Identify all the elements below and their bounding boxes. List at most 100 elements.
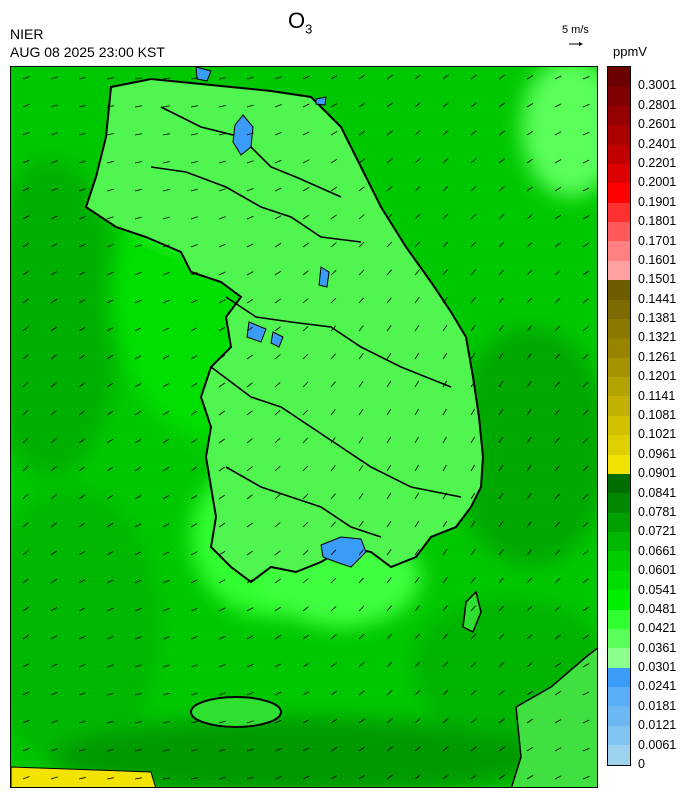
wind-arrow-icon [218, 382, 226, 388]
legend-label: 0.1501 [638, 272, 677, 287]
wind-arrow-icon [22, 298, 29, 304]
wind-arrow-icon [162, 299, 170, 304]
japan-coast [510, 647, 597, 787]
wind-arrow-icon [554, 409, 560, 416]
wind-arrow-icon [302, 493, 309, 500]
wind-arrow-icon [106, 216, 114, 220]
legend-label: 0.1441 [638, 291, 677, 306]
wind-arrow-icon [554, 437, 560, 444]
wind-arrow-icon [218, 327, 226, 332]
wind-arrow-icon [50, 466, 57, 472]
wind-arrow-icon [134, 749, 142, 752]
wind-arrow-icon [162, 579, 170, 584]
wind-arrow-icon [386, 436, 392, 444]
wind-arrow-icon [442, 74, 449, 80]
wind-arrow-icon [386, 605, 392, 612]
wind-arrow-icon [162, 608, 170, 612]
wind-arrow-icon [78, 438, 85, 444]
wind-arrow-icon [582, 634, 590, 640]
wind-arrow-icon [498, 408, 504, 416]
wind-arrow-icon [134, 777, 142, 780]
wind-arrow-icon [358, 186, 365, 192]
wind-arrow-icon [358, 633, 365, 640]
wind-arrow-icon [78, 776, 86, 780]
wind-arrow-icon [498, 353, 504, 360]
east-island [462, 590, 482, 634]
wind-arrow-icon [414, 746, 421, 752]
wind-arrow-icon [162, 355, 170, 360]
wind-arrow-icon [582, 103, 590, 108]
legend-label: 0.1021 [638, 427, 677, 442]
wind-arrow-icon [498, 158, 505, 164]
wind-arrow-icon [78, 160, 86, 164]
wind-arrow-icon [386, 297, 392, 304]
wind-arrow-icon [50, 494, 57, 500]
legend-swatch [608, 260, 630, 281]
wind-arrow-icon [442, 633, 448, 640]
wind-arrow-icon [22, 465, 29, 472]
wind-arrow-icon [50, 382, 57, 388]
legend-swatch [608, 377, 630, 397]
wind-arrow-icon [22, 76, 30, 80]
wind-arrow-icon [498, 492, 504, 500]
wind-arrow-icon [526, 465, 532, 472]
wind-arrow-icon [162, 636, 170, 640]
legend-swatch [608, 202, 630, 222]
wind-arrow-icon [554, 131, 562, 136]
wind-arrow-icon [302, 326, 309, 332]
wind-arrow-icon [330, 75, 338, 80]
wind-arrow-icon [190, 494, 198, 500]
wind-arrow-icon [218, 466, 225, 472]
wind-arrow-icon [442, 746, 449, 752]
legend-label: 0.3001 [638, 78, 677, 93]
wind-arrow-icon [134, 133, 142, 136]
wind-arrow-icon [274, 215, 282, 220]
wind-arrow-icon [106, 160, 114, 164]
wind-arrow-icon [162, 77, 170, 80]
low-ozone-patch [315, 96, 327, 106]
wind-arrow-icon [582, 691, 590, 696]
wind-arrow-icon [274, 298, 281, 304]
wind-arrow-icon [386, 102, 393, 108]
wind-arrow-icon [162, 188, 170, 192]
wind-arrow-icon [218, 494, 226, 500]
wind-arrow-icon [246, 438, 253, 444]
wind-arrow-icon [526, 381, 532, 388]
legend-label: 0.0601 [638, 563, 677, 578]
wind-arrow-icon [22, 104, 30, 108]
wind-arrow-icon [302, 465, 309, 472]
wind-arrow-icon [274, 132, 282, 136]
wind-arrow-icon [498, 746, 505, 752]
wind-arrow-icon [498, 633, 505, 640]
wind-arrow-icon [162, 467, 170, 472]
wind-arrow-icon [246, 354, 253, 360]
wind-arrow-icon [442, 185, 449, 192]
wind-arrow-icon [106, 77, 114, 80]
wind-arrow-icon [470, 297, 476, 304]
wind-arrow-icon [274, 410, 281, 416]
wind-arrow-icon [274, 748, 282, 752]
wind-arrow-icon [358, 549, 364, 556]
wind-arrow-icon [470, 746, 477, 752]
legend-label: 0.0181 [638, 698, 677, 713]
wind-arrow-icon [442, 241, 448, 248]
wind-arrow-icon [246, 243, 254, 248]
wind-arrow-icon [554, 214, 562, 220]
wind-arrow-icon [386, 269, 392, 276]
wind-arrow-icon [22, 270, 30, 276]
wind-arrow-icon [246, 410, 253, 416]
wind-arrow-icon [190, 607, 198, 612]
wind-arrow-icon [50, 243, 58, 248]
legend-swatch [608, 628, 630, 649]
wind-arrow-icon [134, 438, 142, 444]
wind-arrow-icon [50, 720, 58, 724]
wind-arrow-icon [162, 216, 170, 220]
wind-arrow-icon [386, 492, 392, 500]
wind-arrow-icon [470, 549, 476, 556]
wind-arrow-icon [218, 579, 226, 584]
wind-arrow-icon [218, 77, 226, 80]
wind-arrow-icon [190, 188, 198, 192]
wind-arrow-icon [302, 578, 309, 584]
wind-arrow-icon [330, 103, 338, 108]
wind-arrow-icon [134, 636, 142, 640]
